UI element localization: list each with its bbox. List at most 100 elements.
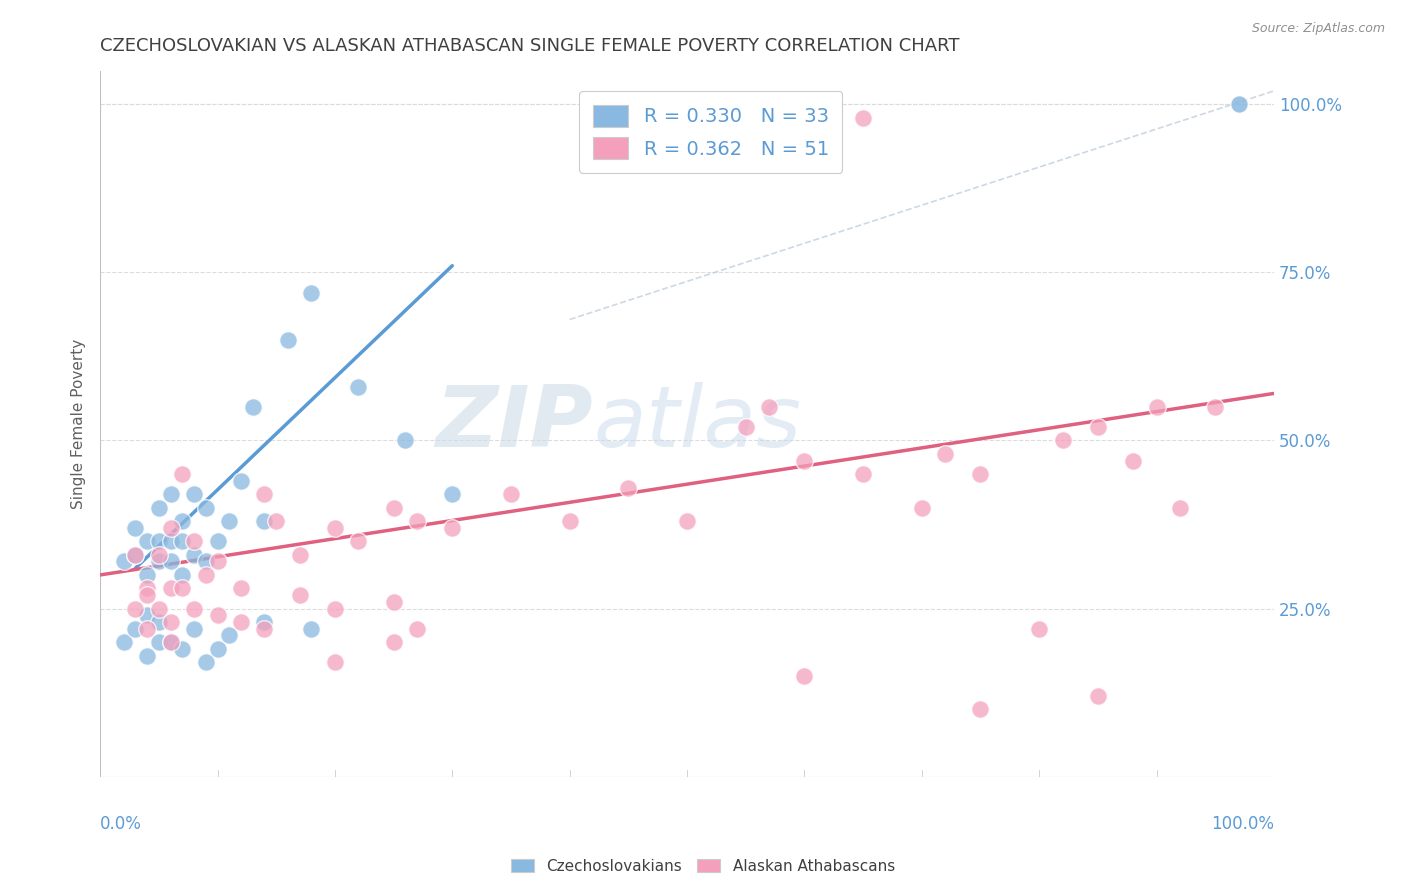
- Point: [734, 111, 756, 125]
- Point: [136, 648, 159, 663]
- Text: Source: ZipAtlas.com: Source: ZipAtlas.com: [1251, 22, 1385, 36]
- Point: [172, 467, 194, 482]
- Point: [406, 514, 429, 528]
- Text: ZIP: ZIP: [436, 382, 593, 466]
- Point: [1052, 434, 1074, 448]
- Point: [194, 568, 217, 582]
- Point: [1122, 453, 1144, 467]
- Point: [148, 534, 170, 549]
- Point: [148, 635, 170, 649]
- Legend: Czechoslovakians, Alaskan Athabascans: Czechoslovakians, Alaskan Athabascans: [505, 853, 901, 880]
- Point: [159, 582, 181, 596]
- Point: [112, 554, 135, 568]
- Point: [136, 588, 159, 602]
- Point: [734, 420, 756, 434]
- Point: [172, 641, 194, 656]
- Point: [1028, 622, 1050, 636]
- Point: [299, 285, 322, 300]
- Point: [172, 534, 194, 549]
- Point: [347, 534, 370, 549]
- Point: [148, 554, 170, 568]
- Point: [148, 500, 170, 515]
- Point: [159, 487, 181, 501]
- Point: [253, 622, 276, 636]
- Point: [207, 534, 229, 549]
- Point: [124, 601, 146, 615]
- Point: [172, 568, 194, 582]
- Point: [441, 521, 464, 535]
- Text: 0.0%: 0.0%: [100, 815, 142, 833]
- Point: [159, 635, 181, 649]
- Point: [1087, 689, 1109, 703]
- Point: [159, 521, 181, 535]
- Point: [148, 601, 170, 615]
- Point: [218, 514, 240, 528]
- Point: [676, 514, 699, 528]
- Point: [253, 487, 276, 501]
- Point: [136, 622, 159, 636]
- Point: [183, 548, 205, 562]
- Point: [323, 656, 346, 670]
- Point: [277, 333, 299, 347]
- Point: [382, 635, 405, 649]
- Point: [382, 595, 405, 609]
- Point: [172, 582, 194, 596]
- Point: [969, 467, 991, 482]
- Point: [124, 622, 146, 636]
- Point: [136, 534, 159, 549]
- Point: [229, 582, 252, 596]
- Text: CZECHOSLOVAKIAN VS ALASKAN ATHABASCAN SINGLE FEMALE POVERTY CORRELATION CHART: CZECHOSLOVAKIAN VS ALASKAN ATHABASCAN SI…: [100, 37, 960, 55]
- Point: [852, 111, 875, 125]
- Point: [758, 400, 780, 414]
- Point: [793, 453, 815, 467]
- Point: [172, 514, 194, 528]
- Y-axis label: Single Female Poverty: Single Female Poverty: [72, 339, 86, 508]
- Point: [207, 641, 229, 656]
- Point: [1204, 400, 1226, 414]
- Point: [793, 669, 815, 683]
- Point: [194, 656, 217, 670]
- Point: [148, 615, 170, 629]
- Point: [207, 608, 229, 623]
- Point: [124, 548, 146, 562]
- Point: [194, 500, 217, 515]
- Legend: R = 0.330   N = 33, R = 0.362   N = 51: R = 0.330 N = 33, R = 0.362 N = 51: [579, 91, 842, 173]
- Point: [347, 380, 370, 394]
- Text: 100.0%: 100.0%: [1211, 815, 1274, 833]
- Point: [194, 554, 217, 568]
- Point: [253, 514, 276, 528]
- Text: atlas: atlas: [593, 382, 801, 466]
- Point: [183, 601, 205, 615]
- Point: [406, 622, 429, 636]
- Point: [218, 628, 240, 642]
- Point: [183, 622, 205, 636]
- Point: [1087, 420, 1109, 434]
- Point: [183, 534, 205, 549]
- Point: [159, 534, 181, 549]
- Point: [852, 467, 875, 482]
- Point: [617, 481, 640, 495]
- Point: [1168, 500, 1191, 515]
- Point: [112, 635, 135, 649]
- Point: [934, 447, 956, 461]
- Point: [558, 514, 581, 528]
- Point: [264, 514, 287, 528]
- Point: [229, 615, 252, 629]
- Point: [159, 635, 181, 649]
- Point: [441, 487, 464, 501]
- Point: [159, 615, 181, 629]
- Point: [394, 434, 416, 448]
- Point: [136, 608, 159, 623]
- Point: [183, 487, 205, 501]
- Point: [1146, 400, 1168, 414]
- Point: [136, 582, 159, 596]
- Point: [242, 400, 264, 414]
- Point: [136, 568, 159, 582]
- Point: [299, 622, 322, 636]
- Point: [124, 521, 146, 535]
- Point: [499, 487, 522, 501]
- Point: [323, 601, 346, 615]
- Point: [323, 521, 346, 535]
- Point: [288, 588, 311, 602]
- Point: [911, 500, 934, 515]
